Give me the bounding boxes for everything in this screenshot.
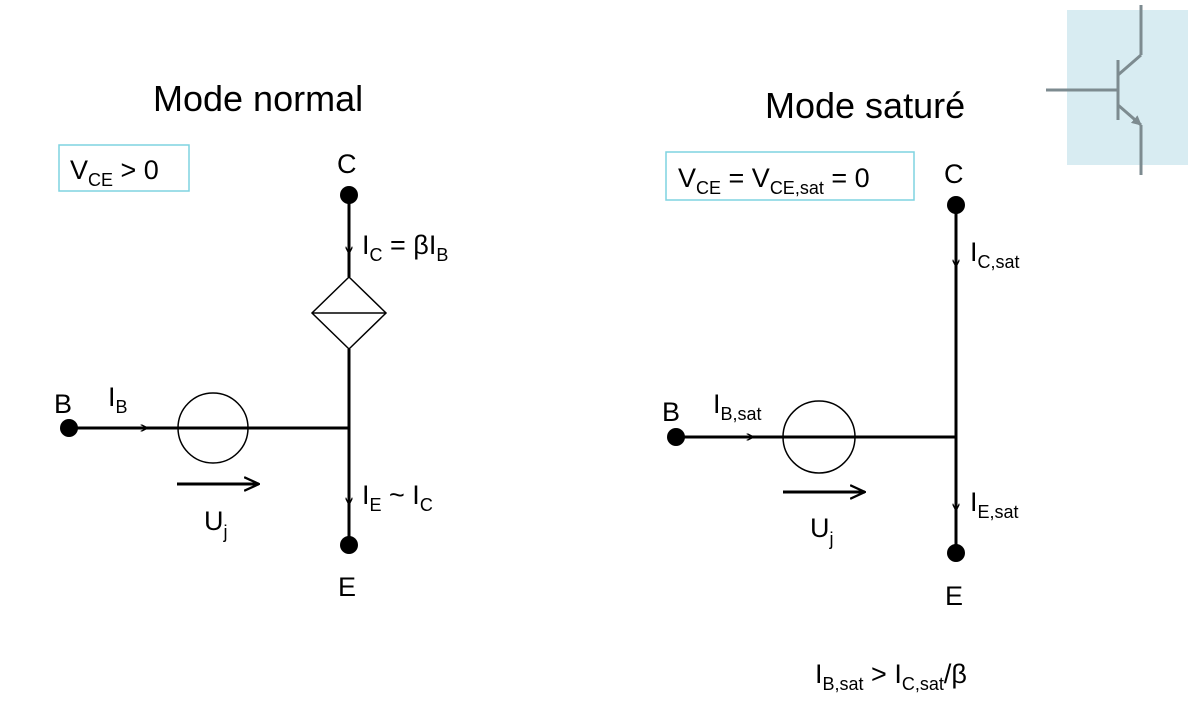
saturation-condition: IB,sat > IC,sat/β [815,659,967,694]
emitter-terminal [947,544,965,562]
dependent-current-source [310,275,388,351]
transistor-symbol-icon [1046,5,1188,175]
condition-box [665,151,915,201]
base-current-label: IB,sat [713,389,762,424]
junction-voltage-source [782,400,856,474]
mode-normal-title: Mode normal [153,78,363,119]
mode-sature-title: Mode saturé [765,85,965,126]
base-current-label: IB [108,382,128,417]
node-label-collector: C [337,149,357,179]
emitter-current-label: IE ~ IC [362,480,433,515]
node-label-emitter: E [945,581,963,611]
node-label-base: B [54,389,72,419]
mode-sature-panel: Mode saturé VCE = VCE,sat = 0 C IC,sat E… [662,85,1020,694]
emitter-terminal [340,536,358,554]
node-label-collector: C [944,159,964,189]
condition-text: VCE > 0 [70,155,159,190]
junction-voltage-label: Uj [204,506,228,542]
mode-normal-panel: Mode normal VCE > 0 C IC = βIB E IE ~ IC… [54,78,448,602]
condition-text: VCE = VCE,sat = 0 [678,163,870,198]
node-label-emitter: E [338,572,356,602]
collector-current-label: IC,sat [970,237,1020,272]
condition-box [58,144,190,192]
node-label-base: B [662,397,680,427]
icon-background [1067,10,1188,165]
collector-current-label: IC = βIB [362,230,448,265]
junction-voltage-source [177,392,249,464]
junction-voltage-label: Uj [810,513,834,549]
emitter-current-label: IE,sat [970,487,1019,522]
